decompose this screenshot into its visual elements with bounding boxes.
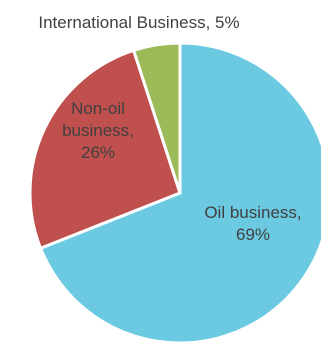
data-label-line: International Business, 5%: [38, 13, 239, 32]
data-label-line: 69%: [236, 225, 270, 244]
data-label-line: business,: [62, 121, 134, 140]
data-label-international-business: International Business, 5%: [38, 13, 239, 32]
pie-slices: [30, 43, 321, 342]
data-label-line: Non-oil: [71, 99, 125, 118]
data-label-line: Oil business,: [204, 203, 301, 222]
data-label-line: 26%: [81, 143, 115, 162]
